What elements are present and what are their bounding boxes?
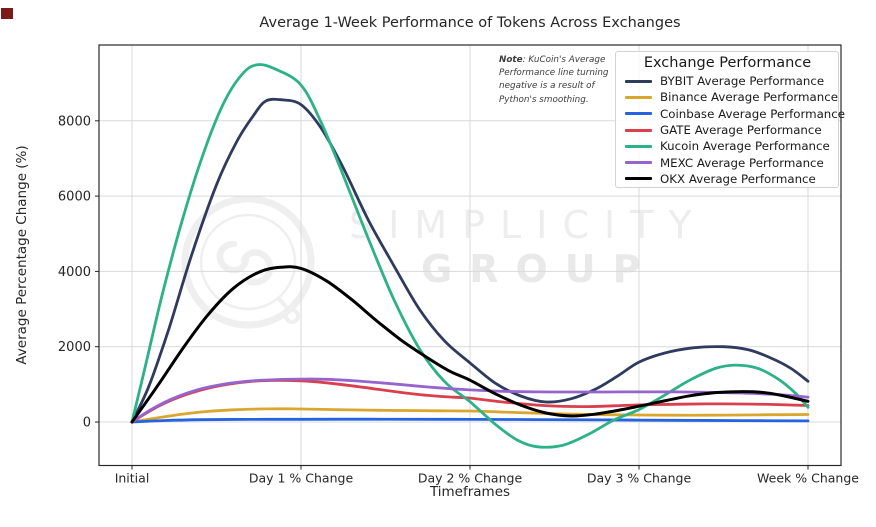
y-tick-label: 0	[83, 416, 91, 431]
legend-swatch-okx	[625, 177, 652, 181]
legend-swatch-kucoin	[625, 144, 652, 148]
x-tick-label: Day 3 % Change	[587, 471, 692, 486]
legend-label-kucoin: Kucoin Average Performance	[660, 139, 830, 154]
legend-item-okx: OKX Average Performance	[625, 171, 830, 187]
y-tick-label: 6000	[58, 190, 91, 205]
series-line-mexc	[130, 377, 810, 424]
legend-swatch-binance	[625, 95, 652, 99]
legend-label-okx: OKX Average Performance	[660, 171, 816, 186]
legend-label-gate: GATE Average Performance	[660, 123, 822, 138]
legend-item-coinbase: Coinbase Average Performance	[625, 106, 845, 122]
chart-title: Average 1-Week Performance of Tokens Acr…	[259, 15, 681, 31]
series-line-okx	[130, 265, 810, 424]
x-tick-label: Week % Change	[757, 471, 859, 486]
legend: Exchange Performance BYBIT Average Perfo…	[615, 51, 845, 188]
legend-swatch-coinbase	[625, 112, 652, 116]
note-body: : KuCoin's Average Performance line turn…	[499, 55, 609, 105]
series-line-coinbase	[130, 417, 810, 424]
legend-swatch-mexc	[625, 161, 652, 165]
y-tick-label: 4000	[58, 265, 91, 280]
legend-items: BYBIT Average Performance Binance Average…	[625, 73, 845, 187]
legend-swatch-bybit	[625, 79, 652, 83]
legend-item-kucoin: Kucoin Average Performance	[625, 138, 830, 154]
x-axis-label: Timeframes	[429, 484, 511, 500]
legend-item-bybit: BYBIT Average Performance	[625, 73, 830, 89]
legend-label-bybit: BYBIT Average Performance	[660, 74, 825, 89]
x-tick-label: Day 2 % Change	[418, 471, 523, 486]
legend-title: Exchange Performance	[643, 55, 812, 71]
legend-item-binance: Binance Average Performance	[625, 89, 838, 105]
x-tick-label: Initial	[115, 471, 150, 486]
legend-item-mexc: MEXC Average Performance	[625, 154, 830, 170]
note-annotation: Note: KuCoin's Average Performance line …	[499, 54, 623, 107]
series-line-binance	[130, 407, 810, 424]
legend-item-gate: GATE Average Performance	[625, 122, 830, 138]
legend-label-mexc: MEXC Average Performance	[660, 155, 824, 170]
series-line-bybit	[130, 97, 810, 424]
note-prefix: Note	[499, 55, 523, 65]
y-tick-label: 8000	[58, 114, 91, 129]
watermark-text-simplicity: SIMPLICITY	[349, 203, 707, 247]
legend-label-coinbase: Coinbase Average Performance	[660, 106, 846, 121]
legend-swatch-gate	[625, 128, 652, 132]
x-tick-label: Day 1 % Change	[249, 471, 354, 486]
legend-label-binance: Binance Average Performance	[660, 90, 838, 105]
watermark-text-group: GROUP	[421, 247, 658, 291]
watermark-gear-logo	[181, 196, 315, 329]
series-line-kucoin	[130, 63, 810, 449]
corner-marker	[1, 8, 13, 19]
y-tick-label: 2000	[58, 340, 91, 355]
